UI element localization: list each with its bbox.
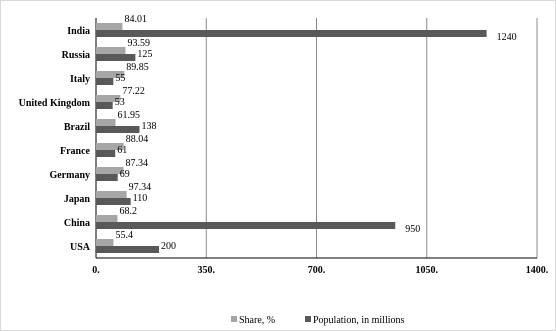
data-label-share: 84.01 <box>124 14 147 25</box>
data-label-population: 55 <box>115 73 125 84</box>
category-label: India <box>67 26 90 37</box>
bar-share <box>96 215 118 222</box>
data-label-share: 68.2 <box>119 206 137 217</box>
data-label-population: 61 <box>117 145 127 156</box>
category-label: France <box>60 146 91 157</box>
category-label: Russia <box>62 50 90 61</box>
data-label-population: 69 <box>120 169 130 180</box>
bar-share <box>96 239 114 246</box>
bar-population <box>96 126 140 133</box>
x-tick-label: 700. <box>308 265 326 276</box>
data-label-share: 93.59 <box>127 38 150 49</box>
data-label-share: 87.34 <box>126 158 149 169</box>
data-label-population: 200 <box>161 241 176 252</box>
data-label-share: 97.34 <box>129 182 152 193</box>
bar-population <box>96 30 487 37</box>
bar-share <box>96 47 126 54</box>
category-label: Germany <box>49 170 90 181</box>
data-label-share: 55.4 <box>115 230 132 241</box>
bar-share <box>96 167 124 174</box>
data-label-share: 77.22 <box>122 86 145 97</box>
bar-share <box>96 95 121 102</box>
bar-population <box>96 246 159 253</box>
x-tick-label: 350. <box>198 265 216 276</box>
category-label: United Kingdom <box>19 98 91 109</box>
x-tick-label: 1050. <box>416 265 439 276</box>
category-label: China <box>64 218 90 229</box>
data-label-share: 88.04 <box>126 134 149 145</box>
data-label-share: 89.85 <box>126 62 149 73</box>
data-label-population: 110 <box>133 193 148 204</box>
bar-population <box>96 102 113 109</box>
data-label-population: 53 <box>115 97 125 108</box>
bar-share <box>96 191 127 198</box>
bar-population <box>96 78 114 85</box>
category-label: Brazil <box>64 122 90 133</box>
data-label-population: 1240 <box>497 32 517 43</box>
bar-share <box>96 119 116 126</box>
bar-population <box>96 198 131 205</box>
data-label-population: 950 <box>405 224 420 235</box>
x-tick-label: 0. <box>92 265 100 276</box>
bar-share <box>96 71 125 78</box>
legend-label-share: Share, % <box>239 315 275 326</box>
data-label-population: 138 <box>141 121 156 132</box>
data-label-share: 61.95 <box>118 110 141 121</box>
bar-population <box>96 222 396 229</box>
legend-label-population: Population, in millions <box>313 315 405 326</box>
bar-population <box>96 54 136 61</box>
legend-swatch-population <box>305 316 311 322</box>
data-label-population: 125 <box>137 49 152 60</box>
category-label: USA <box>70 242 91 253</box>
legend-swatch-share <box>231 316 237 322</box>
category-label: Japan <box>64 194 91 205</box>
bar-population <box>96 150 116 157</box>
x-tick-label: 1400. <box>526 265 549 276</box>
bar-share <box>96 23 123 30</box>
category-label: Italy <box>70 74 90 85</box>
bar-population <box>96 174 118 181</box>
bar-share <box>96 143 124 150</box>
